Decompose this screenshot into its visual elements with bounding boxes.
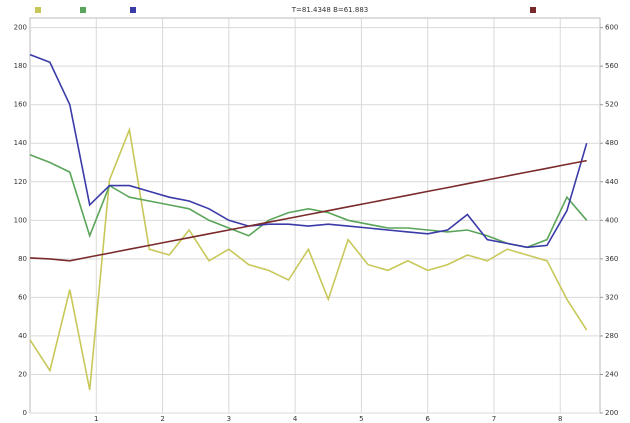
- y2-tick-label: 240: [605, 370, 618, 378]
- y-tick-label: 40: [18, 332, 27, 340]
- y-tick-label: 120: [14, 178, 27, 186]
- x-tick-label: 7: [492, 415, 496, 423]
- y-tick-label: 200: [14, 24, 27, 32]
- y2-tick-label: 400: [605, 216, 618, 224]
- y-tick-label: 140: [14, 139, 27, 147]
- y2-tick-label: 560: [605, 62, 618, 70]
- series-line: [29, 154, 588, 249]
- plot-area: [29, 17, 601, 414]
- y-tick-label: 160: [14, 101, 27, 109]
- series-line: [29, 53, 588, 249]
- legend-swatch: [530, 7, 536, 13]
- series-line: [29, 126, 588, 391]
- legend-swatch: [130, 7, 136, 13]
- y2-tick-label: 320: [605, 293, 618, 301]
- y-tick-label: 60: [18, 293, 27, 301]
- x-tick-label: 6: [425, 415, 430, 423]
- y2-tick-label: 600: [605, 24, 618, 32]
- x-tick-label: 4: [293, 415, 298, 423]
- y-tick-label: 80: [18, 255, 27, 263]
- y2-tick-label: 360: [605, 255, 618, 263]
- chart-title: T=81.4348 B=61.883: [291, 6, 368, 14]
- y-tick-label: 180: [14, 62, 27, 70]
- y-tick-label: 0: [23, 409, 27, 417]
- legend-swatch: [80, 7, 86, 13]
- series-line: [29, 159, 587, 262]
- y2-tick-label: 440: [605, 178, 618, 186]
- y2-tick-label: 280: [605, 332, 618, 340]
- y2-tick-label: 200: [605, 409, 618, 417]
- y-tick-label: 20: [18, 370, 27, 378]
- x-tick-label: 5: [359, 415, 363, 423]
- y2-tick-label: 520: [605, 101, 618, 109]
- y2-tick-label: 480: [605, 139, 618, 147]
- x-tick-label: 3: [227, 415, 231, 423]
- x-tick-label: 1: [94, 415, 98, 423]
- x-tick-label: 2: [160, 415, 164, 423]
- x-tick-label: 8: [558, 415, 562, 423]
- y-tick-label: 100: [14, 216, 27, 224]
- legend-swatch: [35, 7, 41, 13]
